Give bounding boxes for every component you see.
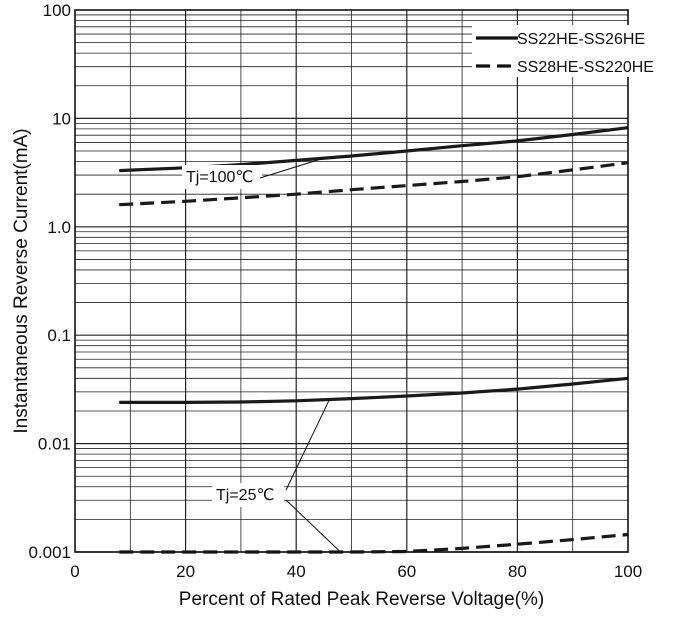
y-tick-label: 0.001 [28,543,71,562]
x-tick-label: 60 [397,562,416,581]
tick-labels: 0 20 40 60 80 100 0.001 0.01 0.1 1.0 10 100 [28,1,642,581]
y-tick-label: 0.01 [38,435,71,454]
series-line [119,126,629,173]
x-tick-label: 0 [70,562,79,581]
x-tick-label: 80 [508,562,527,581]
x-axis-title: Percent of Rated Peak Reverse Voltage(%) [179,589,544,610]
annotation-bg [212,483,284,507]
x-tick-label: 20 [176,562,195,581]
y-tick-label: 10 [52,109,71,128]
legend-background [472,25,630,77]
annotation-leader [259,157,324,179]
y-tick-label: 100 [43,1,71,20]
annotation-tj-100: Tj=100℃ [186,169,253,186]
y-axis-title: Instantaneous Reverse Current(mA) [11,128,32,433]
legend-label: SS22HE-SS26HE [517,31,645,48]
series-line [119,376,629,404]
annotations: Tj=100℃ Tj=25℃ [182,157,341,553]
x-tick-label: 40 [287,562,306,581]
y-tick-label: 1.0 [47,218,71,237]
annotation-tj-25: Tj=25℃ [216,487,274,504]
x-tick-label: 100 [614,562,642,581]
y-tick-label: 0.1 [47,326,71,345]
legend: SS22HE-SS26HE SS28HE-SS220HE [472,25,654,77]
plot-frame [74,9,629,553]
annotation-leader [285,399,330,491]
grid [75,10,628,553]
annotation-leader [285,499,341,553]
legend-label: SS28HE-SS220HE [517,59,654,76]
series-line [119,532,629,554]
series-line [119,161,629,207]
annotation-bg [182,165,262,189]
